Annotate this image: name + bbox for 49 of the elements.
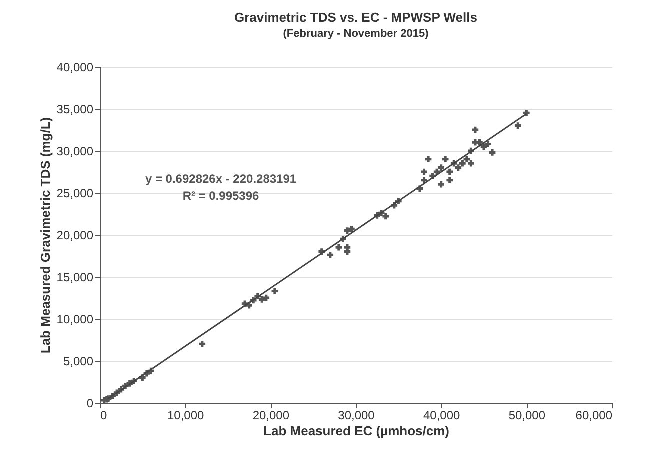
point (455, 164, 462, 171)
point (514, 122, 522, 129)
x-tick-label: 30,000 (338, 408, 376, 422)
x-axis-title: Lab Measured EC (µmhos/cm) (264, 424, 450, 438)
point (464, 156, 470, 163)
point (446, 177, 454, 184)
point (442, 156, 449, 163)
point (438, 181, 444, 188)
chart-subtitle: (February - November 2015) (283, 28, 430, 40)
x-tick-label: 50,000 (508, 408, 546, 422)
point (272, 288, 278, 294)
point (485, 141, 492, 148)
y-tick-label: 0 (86, 396, 94, 410)
x-tick-label: 60,000 (576, 408, 613, 422)
point (421, 177, 428, 184)
annotation: R² = 0.995396 (182, 189, 260, 203)
y-tick-label: 15,000 (56, 270, 94, 284)
point (327, 252, 334, 258)
point (336, 244, 342, 251)
point (489, 150, 496, 156)
y-tick-label: 5,000 (63, 354, 94, 368)
point (348, 226, 355, 232)
point (425, 156, 432, 163)
y-tick-label: 20,000 (56, 228, 94, 242)
point (460, 160, 466, 167)
point (446, 168, 454, 176)
y-tick-label: 25,000 (56, 186, 94, 200)
y-tick-label: 10,000 (56, 312, 94, 326)
point (524, 110, 530, 116)
y-tick-label: 35,000 (56, 102, 94, 116)
point (263, 294, 270, 302)
annotation: y = 0.692826x - 220.283191 (145, 172, 297, 186)
point (344, 228, 351, 234)
point (421, 168, 428, 176)
point (382, 213, 390, 220)
point (468, 160, 474, 167)
y-axis-title: Lab Measured Gravimetric TDS (mg/L) (38, 117, 53, 354)
x-tick-label: 20,000 (252, 408, 290, 422)
y-tick-label: 30,000 (56, 144, 94, 158)
y-tick-label: 40,000 (56, 60, 94, 74)
x-tick-label: 0 (100, 408, 108, 422)
point (344, 248, 351, 255)
chart-title: Gravimetric TDS vs. EC - MPWSP Wells (234, 10, 478, 25)
x-tick-label: 40,000 (423, 408, 461, 422)
x-tick-label: 10,000 (167, 408, 205, 422)
point (472, 126, 479, 134)
point (199, 341, 206, 348)
point (438, 164, 444, 171)
point (480, 144, 488, 150)
